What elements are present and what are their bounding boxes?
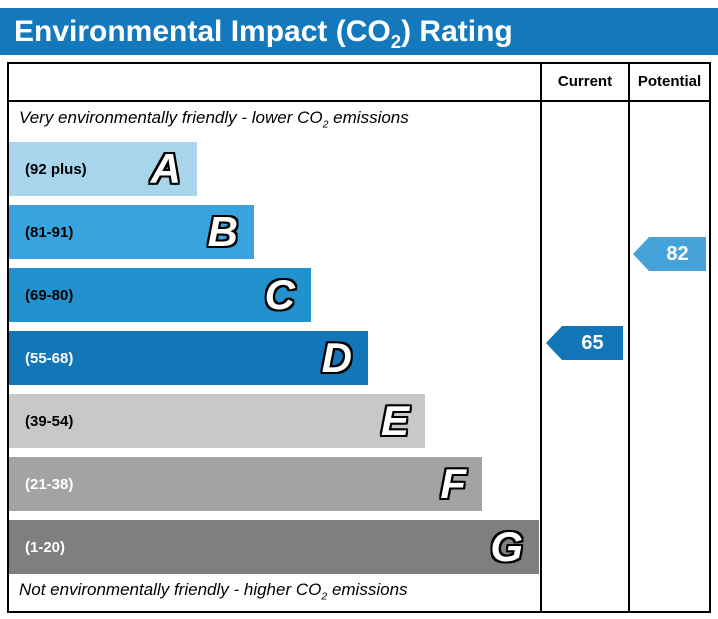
- band-letter: B: [207, 208, 238, 255]
- column-divider-current: [540, 64, 542, 611]
- title-text-pre: Environmental Impact (CO: [14, 15, 391, 48]
- column-divider-potential: [628, 64, 630, 611]
- band-letter: C: [264, 271, 295, 318]
- band-range: (92 plus): [25, 160, 87, 178]
- title-subscript: 2: [390, 31, 402, 52]
- band-row-e: (39-54) E: [9, 394, 425, 448]
- band-row-g: (1-20) G: [9, 520, 539, 574]
- band-row-d: (55-68) D: [9, 331, 368, 385]
- title-text-post: ) Rating: [401, 15, 513, 48]
- current-rating-arrow: 65: [546, 326, 623, 360]
- bottom-note-post: emissions: [327, 580, 408, 599]
- band-row-f: (21-38) F: [9, 457, 482, 511]
- current-rating-value: 65: [562, 326, 623, 360]
- band-row-b: (81-91) B: [9, 205, 254, 259]
- band-letter: E: [380, 397, 409, 444]
- band-range: (39-54): [25, 412, 74, 430]
- band-letter: F: [440, 460, 466, 507]
- band-row-a: (92 plus) A: [9, 142, 197, 196]
- band-row-c: (69-80) C: [9, 268, 311, 322]
- potential-rating-value: 82: [649, 237, 706, 271]
- band-range: (55-68): [25, 349, 74, 367]
- top-note-pre: Very environmentally friendly - lower CO: [19, 108, 323, 127]
- band-range: (81-91): [25, 223, 74, 241]
- top-note-post: emissions: [328, 108, 409, 127]
- column-header-current: Current: [557, 73, 613, 90]
- band-letter: D: [321, 334, 352, 381]
- band-letter: A: [150, 145, 181, 192]
- band-list: (92 plus) A (81-91) B (69-80) C (55-68) …: [9, 142, 539, 583]
- top-note: Very environmentally friendly - lower CO…: [19, 108, 409, 130]
- band-range: (1-20): [25, 538, 66, 556]
- bottom-note-subscript: 2: [321, 590, 328, 603]
- band-range: (69-80): [25, 286, 74, 304]
- bottom-note: Not environmentally friendly - higher CO…: [19, 580, 408, 602]
- left-pointer-icon: [546, 326, 562, 360]
- top-note-subscript: 2: [322, 118, 329, 131]
- page-title: Environmental Impact (CO2) Rating: [0, 8, 718, 55]
- bottom-note-pre: Not environmentally friendly - higher CO: [19, 580, 322, 599]
- band-letter: G: [490, 523, 523, 570]
- band-range: (21-38): [25, 475, 74, 493]
- rating-table: Current Potential Very environmentally f…: [7, 62, 711, 613]
- left-pointer-icon: [633, 237, 649, 271]
- potential-rating-arrow: 82: [633, 237, 706, 271]
- header-divider: [9, 100, 709, 102]
- column-header-potential: Potential: [637, 73, 702, 90]
